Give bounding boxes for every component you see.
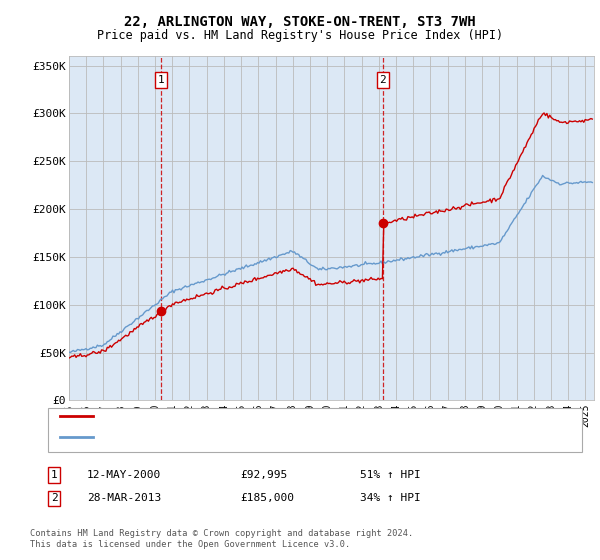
Text: Contains HM Land Registry data © Crown copyright and database right 2024.
This d: Contains HM Land Registry data © Crown c… bbox=[30, 529, 413, 549]
Text: 2: 2 bbox=[379, 75, 386, 85]
Text: 22, ARLINGTON WAY, STOKE-ON-TRENT, ST3 7WH (detached house): 22, ARLINGTON WAY, STOKE-ON-TRENT, ST3 7… bbox=[99, 411, 468, 421]
Text: 1: 1 bbox=[50, 470, 58, 480]
Text: £92,995: £92,995 bbox=[240, 470, 287, 480]
Text: Price paid vs. HM Land Registry's House Price Index (HPI): Price paid vs. HM Land Registry's House … bbox=[97, 29, 503, 42]
Text: £185,000: £185,000 bbox=[240, 493, 294, 503]
Text: 1: 1 bbox=[158, 75, 164, 85]
Text: 2: 2 bbox=[50, 493, 58, 503]
Text: 51% ↑ HPI: 51% ↑ HPI bbox=[360, 470, 421, 480]
Text: 34% ↑ HPI: 34% ↑ HPI bbox=[360, 493, 421, 503]
Text: HPI: Average price, detached house, Stoke-on-Trent: HPI: Average price, detached house, Stok… bbox=[99, 432, 412, 442]
Text: 12-MAY-2000: 12-MAY-2000 bbox=[87, 470, 161, 480]
Text: 22, ARLINGTON WAY, STOKE-ON-TRENT, ST3 7WH: 22, ARLINGTON WAY, STOKE-ON-TRENT, ST3 7… bbox=[124, 15, 476, 29]
Text: 28-MAR-2013: 28-MAR-2013 bbox=[87, 493, 161, 503]
